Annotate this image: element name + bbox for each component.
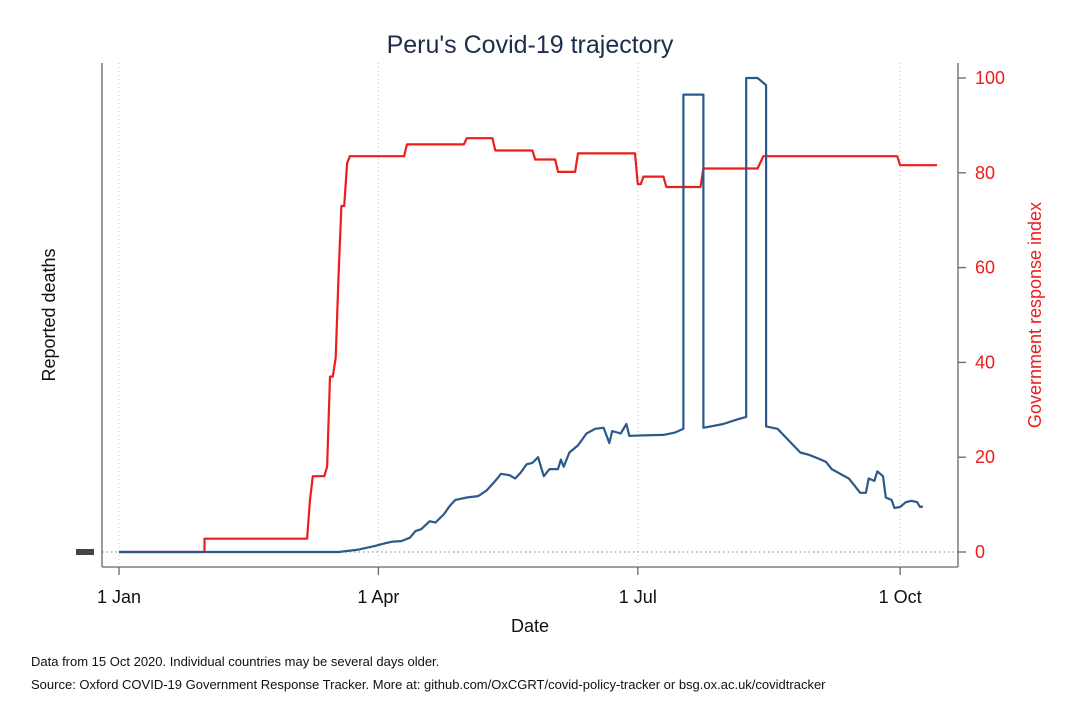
y-right-tick-label: 80 [975,163,995,183]
right-axis-label: Government response index [1025,202,1045,428]
y-right-tick-label: 0 [975,542,985,562]
series-line-deaths [119,76,924,554]
y-right-tick-label: 100 [975,68,1005,88]
x-tick-label: 1 Jul [619,587,657,607]
x-tick-label: 1 Apr [357,587,399,607]
series-layer [119,76,938,554]
left-axis-label: Reported deaths [39,248,59,381]
y-right-tick-label: 40 [975,352,995,372]
series-line-response-index [119,137,938,554]
grid-layer [102,63,958,567]
y-right-tick-label: 60 [975,258,995,278]
x-tick-label: 1 Oct [879,587,922,607]
x-axis-label: Date [511,616,549,636]
footnote-data-date: Data from 15 Oct 2020. Individual countr… [31,654,440,669]
chart-title: Peru's Covid-19 trajectory [387,31,674,59]
y-right-tick-label: 20 [975,447,995,467]
ticks-layer: 1 Jan 1 Apr 1 Jul 1 Oct 0 20 40 60 80 100 [97,68,1005,607]
x-tick-label: 1 Jan [97,587,141,607]
axes-layer [76,63,959,568]
footnote-source: Source: Oxford COVID-19 Government Respo… [31,677,826,692]
left-axis-zero-tick-marks [76,549,94,555]
